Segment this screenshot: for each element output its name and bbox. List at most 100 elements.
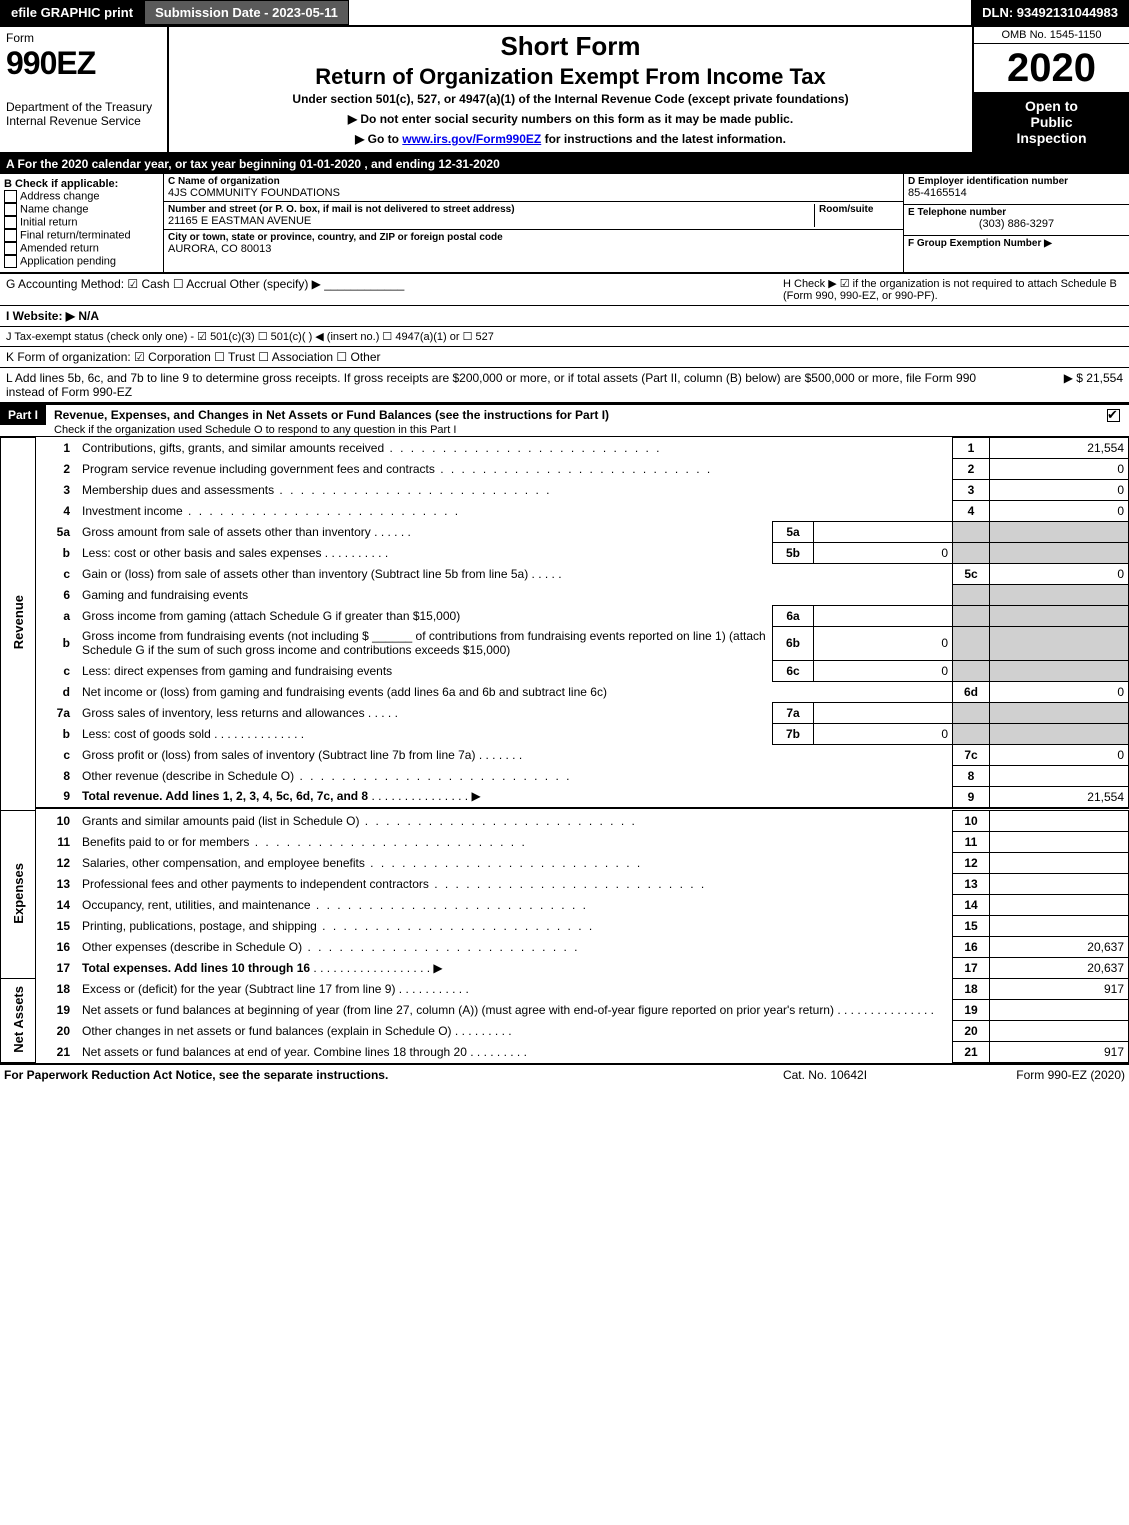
part1-title: Revenue, Expenses, and Changes in Net As… (54, 405, 1101, 436)
form-label: Form (6, 31, 161, 45)
line-13-row: 13Professional fees and other payments t… (1, 874, 1129, 895)
dln-label: DLN: 93492131044983 (971, 0, 1129, 25)
part1-label: Part I (0, 405, 46, 425)
line-l-amt: ▶ $ 21,554 (1003, 371, 1123, 399)
notice-goto: ▶ Go to www.irs.gov/Form990EZ for instru… (173, 132, 968, 146)
line-l: L Add lines 5b, 6c, and 7b to line 9 to … (0, 368, 1129, 403)
notice-post: for instructions and the latest informat… (541, 132, 786, 146)
line-20-row: 20Other changes in net assets or fund ba… (1, 1021, 1129, 1042)
line-19-row: 19Net assets or fund balances at beginni… (1, 1000, 1129, 1021)
box-b-label: B Check if applicable: (4, 178, 159, 190)
notice-ssn: ▶ Do not enter social security numbers o… (173, 112, 968, 126)
line-5b-row: bLess: cost or other basis and sales exp… (1, 543, 1129, 564)
org-name-cell: C Name of organization 4JS COMMUNITY FOU… (164, 174, 903, 202)
ein-value: 85-4165514 (908, 187, 1125, 199)
form-header: Form 990EZ Department of the Treasury In… (0, 27, 1129, 154)
chk-address[interactable]: Address change (4, 190, 159, 203)
chk-pending[interactable]: Application pending (4, 255, 159, 268)
addr-label: Number and street (or P. O. box, if mail… (168, 204, 814, 215)
line-4-row: 4Investment income 40 (1, 501, 1129, 522)
line-12-row: 12Salaries, other compensation, and empl… (1, 853, 1129, 874)
line-6d-row: dNet income or (loss) from gaming and fu… (1, 681, 1129, 702)
line-7c-row: cGross profit or (loss) from sales of in… (1, 744, 1129, 765)
footer: For Paperwork Reduction Act Notice, see … (0, 1063, 1129, 1085)
box-d: D Employer identification number 85-4165… (904, 174, 1129, 205)
form-number: 990EZ (6, 45, 161, 82)
line-5a-row: 5aGross amount from sale of assets other… (1, 522, 1129, 543)
line-k: K Form of organization: ☑ Corporation ☐ … (0, 347, 1129, 368)
box-b: B Check if applicable: Address change Na… (0, 174, 164, 272)
inspection-3: Inspection (980, 130, 1123, 146)
addr-value: 21165 E EASTMAN AVENUE (168, 215, 814, 227)
line-16-row: 16Other expenses (describe in Schedule O… (1, 937, 1129, 958)
subtitle: Under section 501(c), 527, or 4947(a)(1)… (173, 92, 968, 106)
chk-amended[interactable]: Amended return (4, 242, 159, 255)
part1-checkbox[interactable] (1101, 405, 1129, 425)
phone-label: E Telephone number (908, 207, 1125, 218)
line-14-row: 14Occupancy, rent, utilities, and mainte… (1, 895, 1129, 916)
inspection-box: Open to Public Inspection (974, 92, 1129, 152)
footer-left: For Paperwork Reduction Act Notice, see … (4, 1068, 725, 1082)
line-7a-row: 7aGross sales of inventory, less returns… (1, 702, 1129, 723)
line-17-row: 17Total expenses. Add lines 10 through 1… (1, 958, 1129, 979)
ein-label: D Employer identification number (908, 176, 1125, 187)
efile-button[interactable]: efile GRAPHIC print (0, 0, 144, 25)
line-7b-row: bLess: cost of goods sold . . . . . . . … (1, 723, 1129, 744)
line-1-row: Revenue 1 Contributions, gifts, grants, … (1, 438, 1129, 459)
phone-value: (303) 886-3297 (908, 218, 1125, 230)
part1-header: Part I Revenue, Expenses, and Changes in… (0, 403, 1129, 437)
omb-number: OMB No. 1545-1150 (974, 27, 1129, 44)
line-j: J Tax-exempt status (check only one) - ☑… (0, 327, 1129, 347)
irs-link[interactable]: www.irs.gov/Form990EZ (402, 132, 541, 146)
box-c: C Name of organization 4JS COMMUNITY FOU… (164, 174, 903, 272)
tax-year: 2020 (974, 44, 1129, 92)
box-def: D Employer identification number 85-4165… (903, 174, 1129, 272)
line-21-row: 21Net assets or fund balances at end of … (1, 1042, 1129, 1063)
line-i: I Website: ▶ N/A (0, 306, 1129, 327)
line-g: G Accounting Method: ☑ Cash ☐ Accrual Ot… (0, 274, 777, 305)
inspection-1: Open to (980, 98, 1123, 114)
line-9-row: 9Total revenue. Add lines 1, 2, 3, 4, 5c… (1, 786, 1129, 808)
short-form-title: Short Form (173, 31, 968, 62)
group-exempt-label: F Group Exemption Number ▶ (908, 238, 1125, 249)
box-f: F Group Exemption Number ▶ (904, 236, 1129, 266)
line-18-row: Net Assets 18Excess or (deficit) for the… (1, 979, 1129, 1000)
line-10-row: Expenses 10Grants and similar amounts pa… (1, 811, 1129, 832)
expenses-side-label: Expenses (1, 811, 36, 979)
notice-pre: ▶ Go to (355, 132, 402, 146)
city-cell: City or town, state or province, country… (164, 230, 903, 257)
submission-date-button[interactable]: Submission Date - 2023-05-11 (144, 0, 349, 25)
line-2-row: 2Program service revenue including gover… (1, 459, 1129, 480)
main-table: Revenue 1 Contributions, gifts, grants, … (0, 437, 1129, 1063)
addr-cell: Number and street (or P. O. box, if mail… (164, 202, 903, 230)
line-6-row: 6Gaming and fundraising events (1, 585, 1129, 606)
line-6c-row: cLess: direct expenses from gaming and f… (1, 660, 1129, 681)
footer-cat: Cat. No. 10642I (725, 1068, 925, 1082)
inspection-2: Public (980, 114, 1123, 130)
chk-initial[interactable]: Initial return (4, 216, 159, 229)
header-right: OMB No. 1545-1150 2020 Open to Public In… (972, 27, 1129, 152)
line-6a-row: aGross income from gaming (attach Schedu… (1, 605, 1129, 626)
main-title: Return of Organization Exempt From Incom… (173, 64, 968, 90)
irs-label: Internal Revenue Service (6, 114, 161, 128)
org-name-label: C Name of organization (168, 176, 899, 187)
chk-final[interactable]: Final return/terminated (4, 229, 159, 242)
part1-sub: Check if the organization used Schedule … (54, 424, 456, 436)
header-center: Short Form Return of Organization Exempt… (169, 27, 972, 152)
box-e: E Telephone number (303) 886-3297 (904, 205, 1129, 236)
room-label: Room/suite (819, 204, 899, 215)
line-15-row: 15Printing, publications, postage, and s… (1, 916, 1129, 937)
chk-name[interactable]: Name change (4, 203, 159, 216)
footer-form: Form 990-EZ (2020) (925, 1068, 1125, 1082)
line-11-row: 11Benefits paid to or for members 11 (1, 832, 1129, 853)
line-8-row: 8Other revenue (describe in Schedule O) … (1, 765, 1129, 786)
top-bar: efile GRAPHIC print Submission Date - 20… (0, 0, 1129, 27)
line-5c-row: cGain or (loss) from sale of assets othe… (1, 564, 1129, 585)
revenue-side-label: Revenue (1, 438, 36, 811)
org-name-value: 4JS COMMUNITY FOUNDATIONS (168, 187, 899, 199)
line-l-text: L Add lines 5b, 6c, and 7b to line 9 to … (6, 371, 1003, 399)
line-3-row: 3Membership dues and assessments 30 (1, 480, 1129, 501)
dept-label: Department of the Treasury (6, 100, 161, 114)
line-h: H Check ▶ ☑ if the organization is not r… (777, 274, 1129, 305)
city-label: City or town, state or province, country… (168, 232, 899, 243)
